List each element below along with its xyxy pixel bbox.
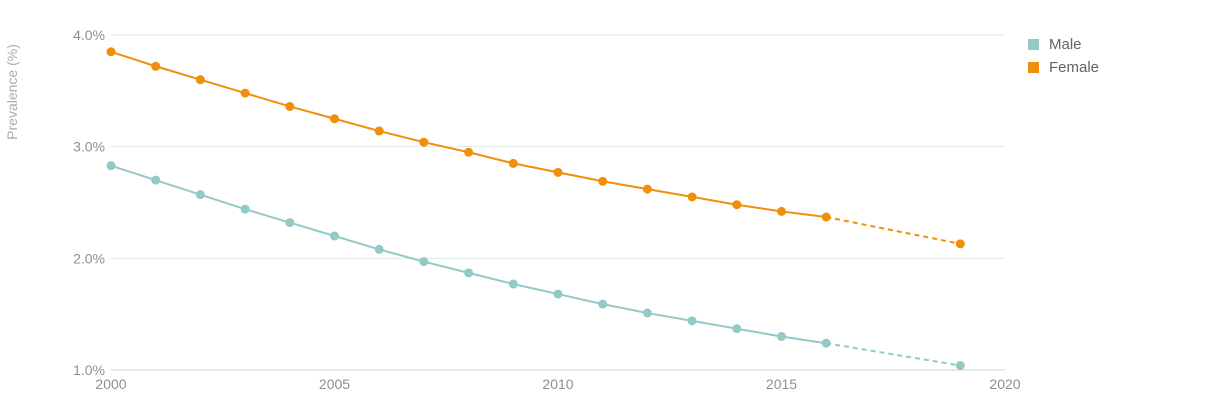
series-male <box>106 161 965 371</box>
point-male-2005[interactable] <box>330 231 339 241</box>
point-female-2004[interactable] <box>285 101 295 111</box>
point-female-2008[interactable] <box>464 147 474 157</box>
x-tick-label-0: 2000 <box>95 376 126 392</box>
point-male-2006[interactable] <box>374 244 384 254</box>
point-male-2011[interactable] <box>598 299 608 309</box>
point-male-2016[interactable] <box>821 338 831 348</box>
y-tick-label-3: 4.0% <box>73 27 105 43</box>
series-line-female <box>110 50 827 219</box>
legend-item-male[interactable]: Male <box>1028 33 1099 56</box>
legend-swatch-male <box>1028 39 1039 50</box>
point-male-2004[interactable] <box>285 218 295 228</box>
point-male-2000[interactable] <box>106 161 116 171</box>
legend-label-male: Male <box>1049 36 1082 53</box>
legend-item-female[interactable]: Female <box>1028 56 1099 79</box>
series-layer <box>106 47 965 371</box>
point-male-2010[interactable] <box>553 289 563 299</box>
point-female-2003[interactable] <box>240 88 250 98</box>
point-male-2007[interactable] <box>419 257 429 267</box>
point-male-2013[interactable] <box>687 316 697 326</box>
point-female-2012[interactable] <box>642 184 652 194</box>
point-male-2014[interactable] <box>732 324 742 334</box>
point-female-2006[interactable] <box>374 126 384 136</box>
point-male-2008[interactable] <box>464 268 474 278</box>
series-female <box>106 47 965 249</box>
point-female-2010[interactable] <box>553 167 563 177</box>
legend-label-female: Female <box>1049 59 1100 76</box>
x-tick-label-1: 2005 <box>319 376 350 392</box>
series-projection-line-male <box>826 342 961 367</box>
point-female-2000[interactable] <box>106 47 116 57</box>
point-female-2015[interactable] <box>777 206 786 216</box>
series-projection-line-female <box>826 216 961 245</box>
x-tick-labels: 2000 2005 2010 2015 2020 <box>95 376 1020 392</box>
y-tick-labels: 1.0% 2.0% 3.0% 4.0% <box>73 27 105 378</box>
point-female-2001[interactable] <box>151 61 161 71</box>
point-female-2014[interactable] <box>732 200 742 210</box>
series-line-male <box>110 164 827 345</box>
point-male-2019[interactable] <box>955 361 965 371</box>
legend-swatch-female <box>1028 62 1039 73</box>
y-tick-label-2: 3.0% <box>73 139 105 155</box>
point-male-2009[interactable] <box>508 279 518 289</box>
point-male-2003[interactable] <box>240 204 250 214</box>
point-male-2002[interactable] <box>195 190 205 200</box>
point-female-2011[interactable] <box>598 176 608 186</box>
point-female-2013[interactable] <box>687 192 697 202</box>
point-female-2019[interactable] <box>955 239 965 249</box>
point-female-2007[interactable] <box>419 137 429 147</box>
point-male-2012[interactable] <box>642 308 652 318</box>
x-tick-label-3: 2015 <box>766 376 797 392</box>
point-female-2016[interactable] <box>821 212 831 222</box>
y-axis-title: Prevalence (%) <box>4 44 20 140</box>
y-tick-label-1: 2.0% <box>73 250 105 266</box>
y-tick-label-0: 1.0% <box>73 362 105 378</box>
x-tick-label-4: 2020 <box>989 376 1020 392</box>
point-female-2005[interactable] <box>330 114 339 124</box>
grid-layer <box>111 34 1005 371</box>
legend: Male Female <box>1028 33 1099 79</box>
x-tick-label-2: 2010 <box>542 376 573 392</box>
point-male-2015[interactable] <box>777 332 786 341</box>
point-male-2001[interactable] <box>151 175 161 185</box>
point-female-2002[interactable] <box>195 75 205 85</box>
point-female-2009[interactable] <box>508 158 518 168</box>
